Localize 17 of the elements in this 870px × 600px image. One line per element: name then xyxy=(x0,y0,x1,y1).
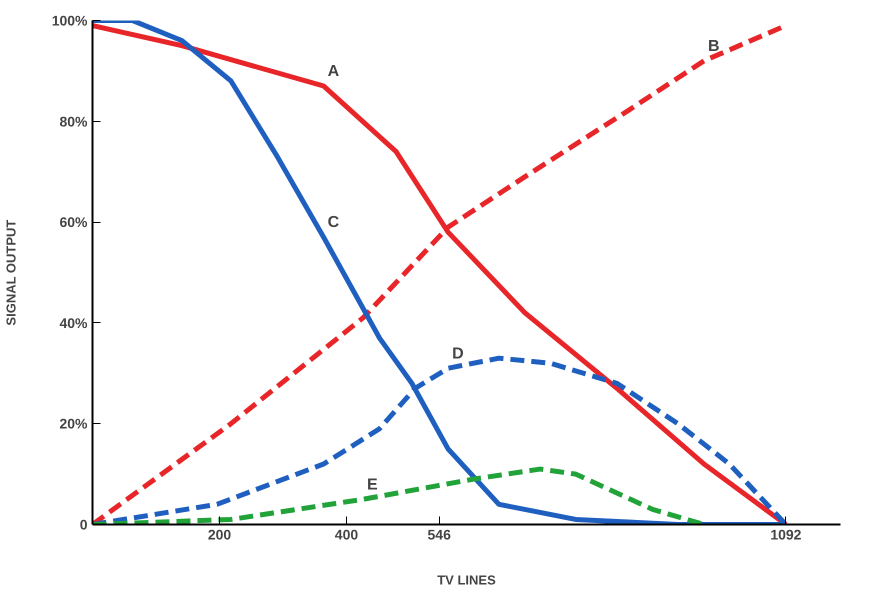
y-tick-label: 40% xyxy=(59,314,88,331)
series-label: D xyxy=(452,345,464,362)
series-label: C xyxy=(328,214,340,232)
x-tick-label: 546 xyxy=(428,526,452,542)
y-tick-label: 100% xyxy=(52,12,88,28)
series-label: B xyxy=(708,38,720,55)
x-axis-title: TV LINES xyxy=(437,572,496,588)
x-tick-label: 1092 xyxy=(770,526,802,542)
y-tick-label: 20% xyxy=(59,416,88,432)
x-tick-label: 400 xyxy=(334,526,358,542)
y-tick-label: 60% xyxy=(59,214,88,230)
y-tick-label: 80% xyxy=(59,113,88,130)
series-label: E xyxy=(367,476,378,494)
y-tick-label: 0 xyxy=(80,516,88,532)
y-axis-title: SIGNAL OUTPUT xyxy=(4,220,19,326)
series-label: A xyxy=(328,63,340,80)
x-tick-label: 200 xyxy=(208,526,232,542)
